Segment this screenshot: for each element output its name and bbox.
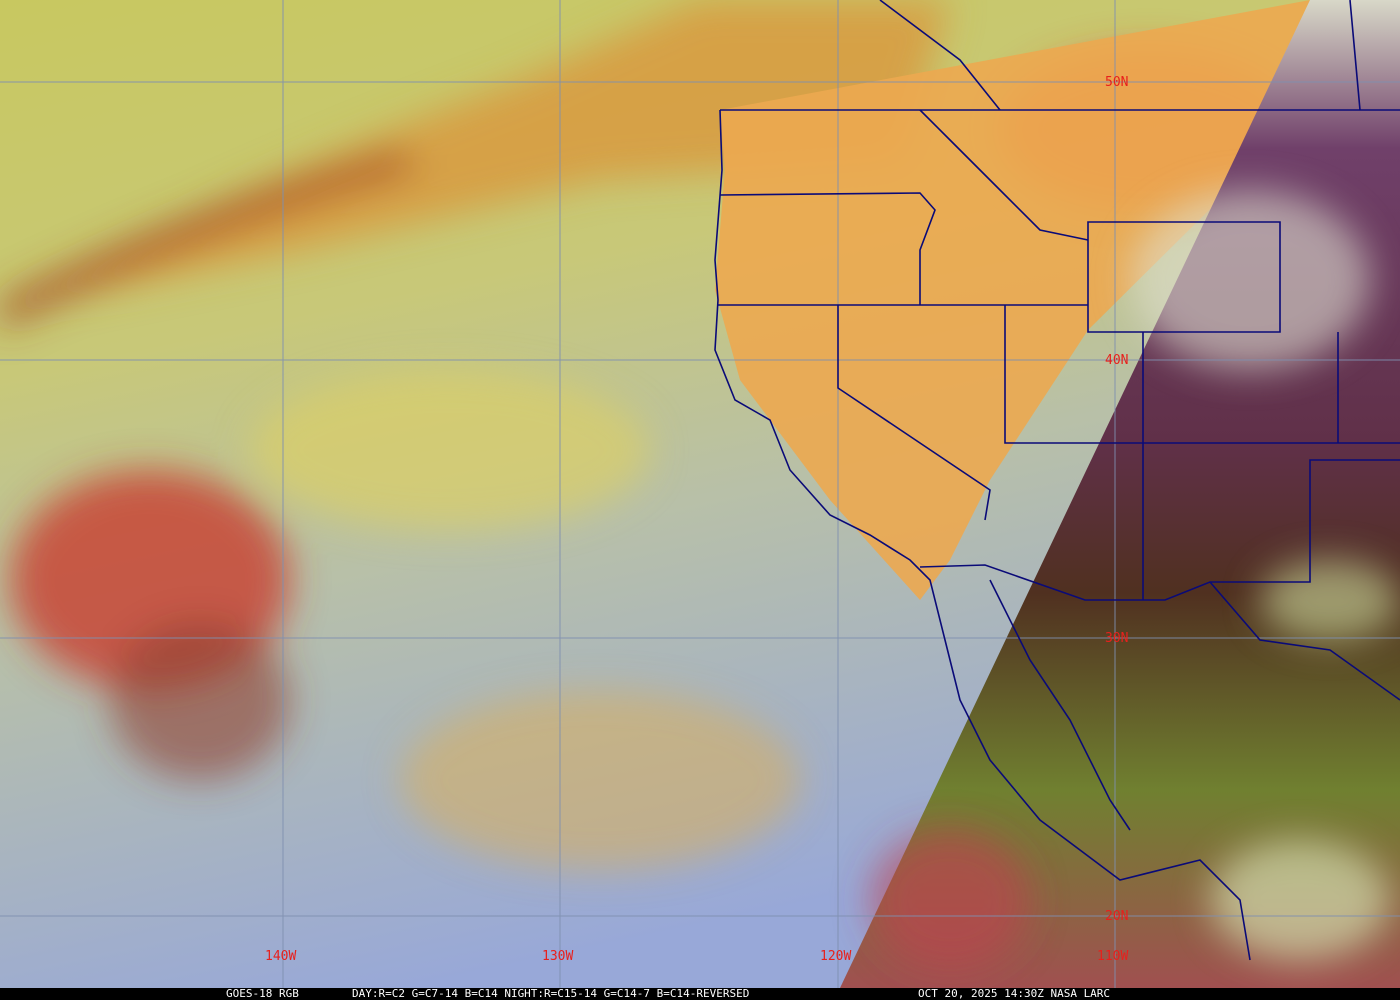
lat-label-20n: 20N (1105, 909, 1128, 924)
image-caption: GOES-18 RGB DAY:R=C2 G=C7-14 B=C14 NIGHT… (0, 988, 1400, 1000)
lat-label-30n: 30N (1105, 631, 1128, 646)
caption-recipe: DAY:R=C2 G=C7-14 B=C14 NIGHT:R=C15-14 G=… (352, 987, 750, 1000)
grid-labels: 50N 40N 30N 20N 140W 130W 120W 110W (265, 75, 1128, 964)
caption-product: GOES-18 RGB (226, 987, 299, 1000)
caption-timestamp: OCT 20, 2025 14:30Z NASA LARC (918, 987, 1111, 1000)
political-borders (714, 0, 1400, 961)
lon-label-130w: 130W (542, 949, 573, 964)
lat-label-50n: 50N (1105, 75, 1128, 90)
lon-label-120w: 120W (820, 949, 851, 964)
land-day (715, 0, 1310, 600)
lat-label-40n: 40N (1105, 353, 1128, 368)
night-clouds (870, 190, 1400, 970)
lon-label-140w: 140W (265, 949, 296, 964)
lon-label-110w: 110W (1097, 949, 1128, 964)
